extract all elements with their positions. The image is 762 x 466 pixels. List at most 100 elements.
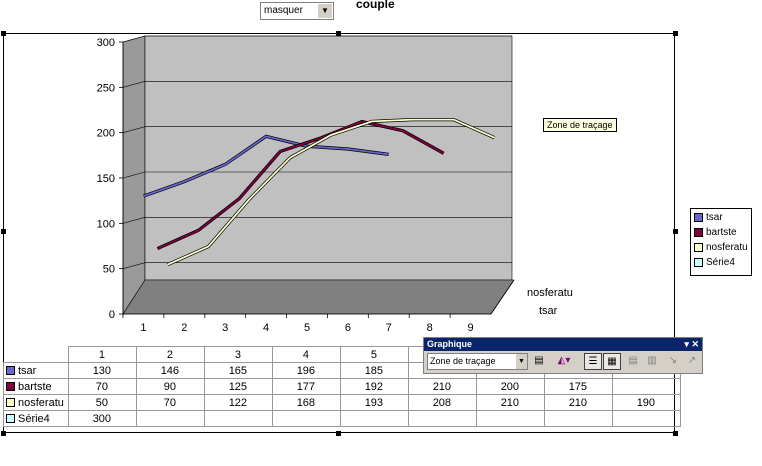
series-line-nosferatu [167,118,495,266]
area-chart-icon: ◭▾ [557,355,571,366]
column-header: 4 [271,346,341,363]
angle-down-icon: ↘ [668,355,678,366]
resize-handle[interactable] [1,31,6,36]
resize-handle[interactable] [1,431,6,436]
legend-swatch [694,212,703,222]
table-cell [271,410,341,427]
chart-type-button[interactable]: ◭▾ [551,353,577,370]
depth-tick-label: tsar [539,305,558,317]
y-tick-label: 250 [97,82,115,94]
table-cell [203,410,273,427]
angle-up-icon: ↗ [687,355,697,366]
chart-objects-select[interactable]: Zone de traçage ▼ [427,353,528,370]
x-tick-label: 8 [427,322,433,334]
chart-object-dropdown[interactable]: masquer ▼ [260,2,334,20]
toolbar-titlebar[interactable]: Graphique ▾ ✕ [424,338,702,351]
table-cell: 192 [339,378,409,395]
table-cell: 208 [407,394,477,411]
legend-icon: ☰ [588,356,598,367]
toolbar-options-icon[interactable]: ▾ [684,339,689,349]
table-cell: 70 [67,378,137,395]
format-icon: ▤ [534,355,544,366]
depth-axis [490,279,515,315]
table-cell: 125 [203,378,273,395]
y-tick-label: 100 [97,218,115,230]
x-tick-label: 4 [263,322,269,334]
row-label: Série4 [3,410,69,427]
format-selection-button[interactable]: ▤ [530,353,548,370]
x-tick-label: 6 [345,322,351,334]
column-header: 3 [203,346,273,363]
table-cell: 196 [271,362,341,379]
resize-handle[interactable] [673,431,678,436]
row-label: nosferatu [3,394,69,411]
legend-item[interactable]: nosferatu [694,241,748,255]
close-icon[interactable]: ✕ [691,339,699,349]
chevron-down-icon[interactable]: ▼ [516,354,527,369]
table-cell: 210 [407,378,477,395]
legend-item[interactable]: tsar [694,211,723,225]
resize-handle[interactable] [336,31,341,36]
x-tick-label: 2 [181,322,187,334]
table-cell: 193 [339,394,409,411]
x-tick-label: 3 [222,322,228,334]
table-cell: 146 [135,362,205,379]
tooltip: Zone de traçage [543,118,617,132]
legend-item[interactable]: bartste [694,226,737,240]
table-cell [611,378,681,395]
legend-item[interactable]: Série4 [694,256,735,270]
x-tick-label: 7 [386,322,392,334]
column-header: 5 [339,346,409,363]
legend-label: Série4 [706,257,735,268]
table-cell: 177 [271,378,341,395]
gridline [122,35,512,43]
table-icon: ▦ [607,356,617,367]
resize-handle[interactable] [673,229,678,234]
resize-handle[interactable] [336,431,341,436]
floor [122,279,515,315]
by-column-button[interactable]: ▥ [643,353,661,370]
by-row-button[interactable]: ▤ [624,353,642,370]
table-cell [611,410,681,427]
chevron-down-icon[interactable]: ▼ [317,4,332,18]
gridline [122,217,512,224]
table-cell: 168 [271,394,341,411]
gridline [122,262,512,269]
toolbar-title: Graphique [427,339,473,349]
legend-swatch [694,227,703,237]
chart-title: couple [356,0,395,11]
chart-toolbar[interactable]: Graphique ▾ ✕ Zone de traçage ▼ ▤ ◭▾ ☰ ▦… [423,337,703,374]
data-table-button[interactable]: ▦ [603,353,621,370]
table-cell [543,410,613,427]
resize-handle[interactable] [673,31,678,36]
by-column-icon: ▥ [647,355,657,366]
chart-objects-value: Zone de traçage [430,356,496,366]
y-tick-label: 150 [97,173,115,185]
table-cell: 70 [135,394,205,411]
gridline [122,171,512,179]
table-row: nosferatu 50 70 122 168 193 208 210 210 … [3,394,681,411]
legend-button[interactable]: ☰ [584,353,602,370]
angle-text-down-button[interactable]: ↘ [664,353,682,370]
by-row-icon: ▤ [628,355,638,366]
legend-swatch [694,242,703,252]
legend-swatch [694,257,703,267]
table-cell: 210 [543,394,613,411]
row-label: tsar [3,362,69,379]
y-tick-label: 50 [103,264,115,276]
y-tick-label: 0 [109,309,115,321]
angle-text-up-button[interactable]: ↗ [683,353,701,370]
table-cell: 165 [203,362,273,379]
resize-handle[interactable] [1,229,6,234]
y-tick-label: 300 [97,37,115,49]
gridline [122,81,512,88]
table-row: Série4 300 [3,410,681,427]
table-cell: 185 [339,362,409,379]
chart-legend[interactable]: tsar bartste nosferatu Série4 [690,208,752,276]
table-cell: 122 [203,394,273,411]
table-cell: 190 [611,394,681,411]
table-cell: 200 [475,378,545,395]
legend-label: nosferatu [706,242,748,253]
table-cell [135,410,205,427]
